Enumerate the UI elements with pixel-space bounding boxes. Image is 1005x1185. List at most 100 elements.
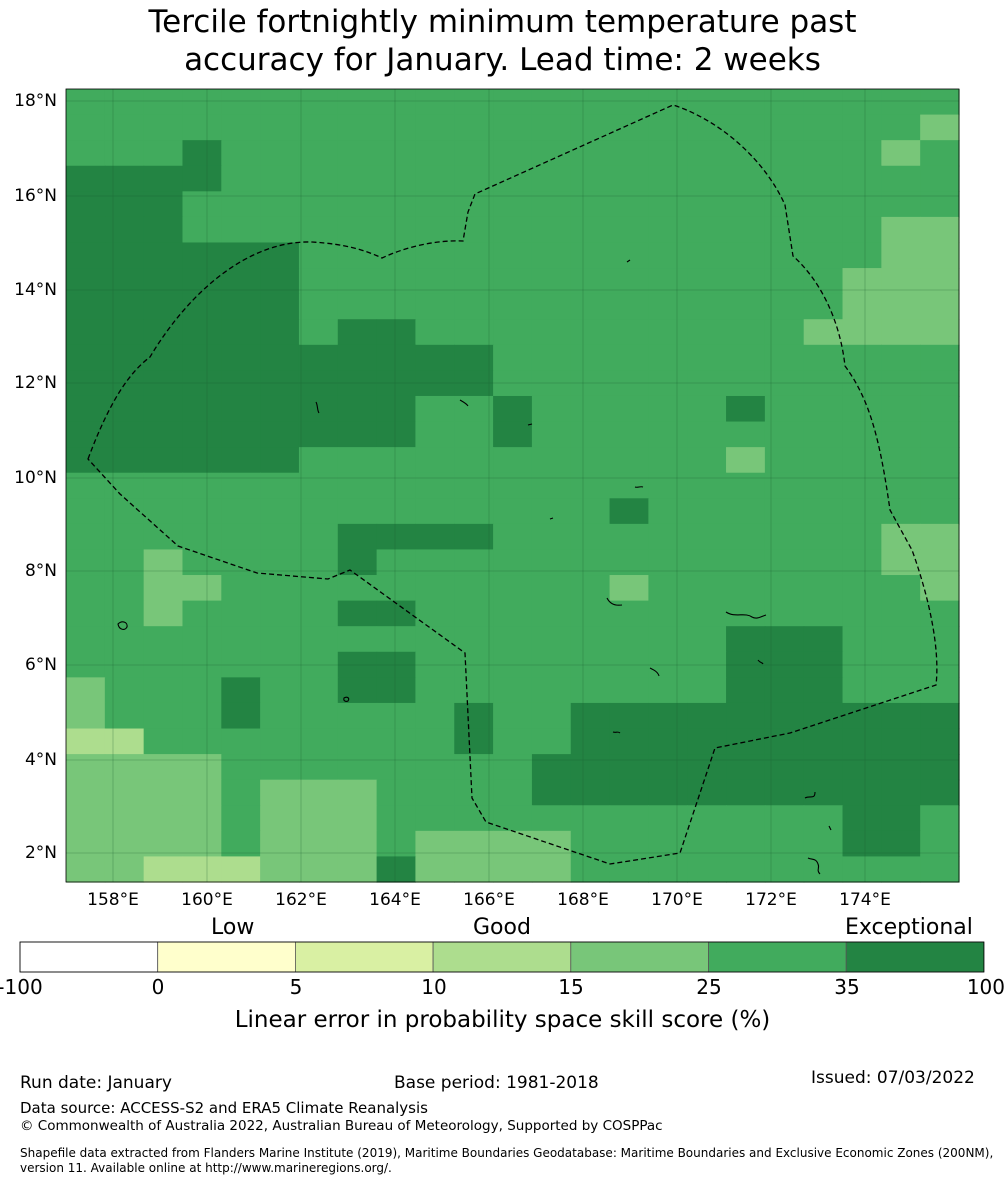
grid-cell: [842, 472, 882, 499]
grid-cell: [648, 395, 688, 423]
grid-cell: [221, 549, 261, 576]
grid-cell: [143, 600, 184, 627]
grid-cell: [842, 677, 882, 704]
grid-cell: [531, 319, 572, 346]
grid-cell: [920, 370, 960, 397]
grid-cell: [221, 114, 261, 141]
lon-tick-label: 164°E: [369, 890, 421, 910]
grid-cell: [66, 805, 106, 832]
grid-cell: [803, 140, 844, 167]
island-outline: [626, 259, 631, 263]
grid-cell: [337, 754, 378, 781]
grid-cell: [764, 370, 805, 397]
grid-cell: [881, 575, 921, 602]
grid-cell: [104, 677, 145, 704]
grid-cell: [687, 856, 727, 883]
grid-cell: [531, 651, 572, 678]
data-source: Data source: ACCESS-S2 and ERA5 Climate …: [20, 1099, 428, 1117]
grid-cell: [337, 191, 378, 218]
grid-cell: [260, 293, 300, 320]
grid-cell: [104, 165, 145, 192]
grid-cell: [726, 754, 766, 781]
grid-cell: [104, 293, 145, 320]
grid-cell: [531, 242, 572, 269]
grid-cell: [182, 856, 222, 883]
island-outline: [804, 791, 816, 799]
grid-cell: [764, 498, 805, 525]
grid-cell: [648, 370, 688, 397]
grid-cell: [260, 370, 300, 397]
lon-tick-label: 172°E: [745, 890, 797, 910]
grid-cell: [66, 754, 106, 781]
grid-cell: [881, 319, 921, 346]
grid-cell: [842, 779, 882, 806]
grid-cell: [221, 702, 261, 730]
grid-cell: [221, 523, 261, 551]
grid-cell: [648, 651, 688, 678]
run-date: Run date: January: [20, 1073, 172, 1093]
grid-cell: [493, 242, 533, 269]
grid-cell: [298, 165, 339, 192]
grid-cell: [570, 421, 611, 448]
grid-cell: [881, 140, 921, 167]
grid-cell: [920, 114, 960, 141]
grid-cell: [570, 344, 611, 371]
grid-cell: [66, 677, 106, 704]
grid-cell: [726, 319, 766, 346]
grid-cell: [648, 89, 688, 116]
grid-cell: [298, 626, 339, 653]
grid-cell: [298, 319, 339, 346]
grid-cell: [415, 114, 455, 141]
grid-cell: [454, 523, 494, 551]
grid-cell: [221, 447, 261, 474]
grid-cell: [842, 447, 882, 474]
grid-cell: [182, 754, 222, 781]
grid-cell: [143, 447, 184, 474]
grid-cell: [376, 600, 417, 627]
grid-cell: [609, 549, 649, 576]
grid-cell: [803, 293, 844, 320]
island-outline: [725, 611, 767, 619]
grid-cell: [726, 677, 766, 704]
grid-cell: [337, 89, 378, 116]
grid-cell: [182, 728, 222, 755]
shapefile-credit-line-2: version 11. Available online at http://w…: [20, 1161, 392, 1175]
grid-cell: [726, 89, 766, 116]
grid-cell: [881, 626, 921, 653]
grid-cell: [260, 728, 300, 755]
grid-cell: [842, 216, 882, 244]
grid-cell: [337, 805, 378, 832]
copyright: © Commonwealth of Australia 2022, Austra…: [20, 1118, 663, 1134]
grid-cell: [687, 140, 727, 167]
grid-cell: [415, 344, 455, 371]
grid-cell: [881, 165, 921, 192]
grid-cell: [143, 830, 184, 858]
grid-cell: [454, 344, 494, 371]
grid-cell: [337, 702, 378, 730]
grid-cell: [260, 702, 300, 730]
grid-cell: [803, 268, 844, 295]
grid-cell: [881, 702, 921, 730]
colorbar-segment: [19, 941, 159, 973]
grid-cell: [687, 626, 727, 653]
grid-cell: [570, 114, 611, 141]
grid-cell: [143, 549, 184, 576]
grid-cell: [726, 140, 766, 167]
grid-cell: [881, 805, 921, 832]
grid-cell: [493, 319, 533, 346]
grid-cell: [920, 856, 960, 883]
grid-cell: [221, 216, 261, 244]
colorbar-tick-label: -100: [0, 975, 43, 999]
grid-cell: [221, 293, 261, 320]
grid-cell: [66, 140, 106, 167]
grid-cell: [454, 651, 494, 678]
grid-cell: [376, 242, 417, 269]
grid-cell: [415, 140, 455, 167]
grid-cell: [803, 114, 844, 141]
colorbar-tick-label: 5: [289, 975, 303, 999]
grid-cell: [531, 140, 572, 167]
grid-cell: [648, 472, 688, 499]
grid-cell: [726, 216, 766, 244]
lon-tick-label: 170°E: [651, 890, 703, 910]
grid-cell: [298, 472, 339, 499]
